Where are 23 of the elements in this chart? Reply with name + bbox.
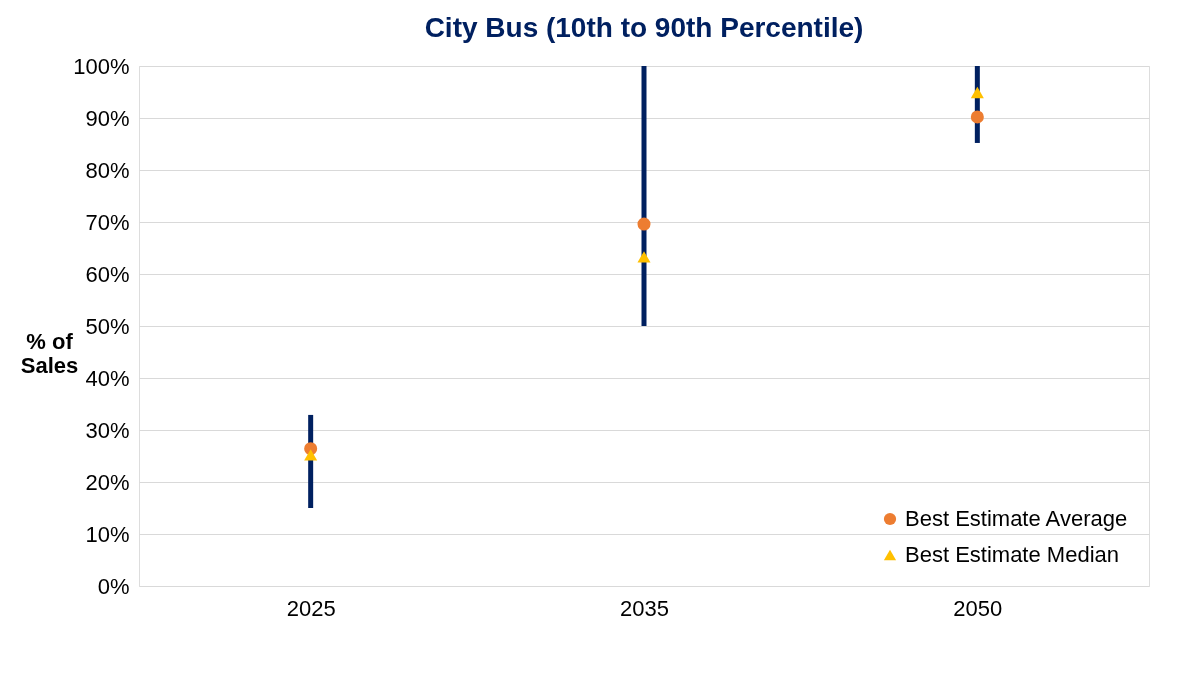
y-tick-label: 80% bbox=[85, 157, 130, 183]
y-tick-label: 10% bbox=[85, 521, 130, 547]
y-tick-label: 100% bbox=[73, 53, 130, 79]
x-tick-label: 2035 bbox=[620, 595, 669, 621]
y-tick-label: 20% bbox=[85, 469, 130, 495]
y-tick-label: 40% bbox=[85, 365, 130, 391]
y-axis-title: % of Sales bbox=[20, 328, 79, 378]
y-tick-label: 60% bbox=[85, 261, 130, 287]
y-tick-label: 90% bbox=[85, 105, 130, 131]
point bbox=[637, 251, 651, 263]
point bbox=[637, 217, 651, 231]
point bbox=[970, 86, 984, 99]
x-tick-label: 2050 bbox=[953, 595, 1003, 621]
y-tick-label: 70% bbox=[85, 209, 130, 235]
y-tick-label: 50% bbox=[85, 313, 130, 339]
x-tick-label: 2025 bbox=[286, 595, 336, 621]
y-tick-label: 0% bbox=[97, 573, 130, 599]
point bbox=[304, 449, 318, 461]
legend-label: Best Estimate Average bbox=[905, 506, 1128, 531]
point bbox=[970, 110, 984, 124]
y-tick-label: 30% bbox=[85, 417, 130, 443]
legend-label: Best Estimate Median bbox=[905, 542, 1119, 567]
chart-title: City Bus (10th to 90th Percentile) bbox=[424, 12, 864, 43]
